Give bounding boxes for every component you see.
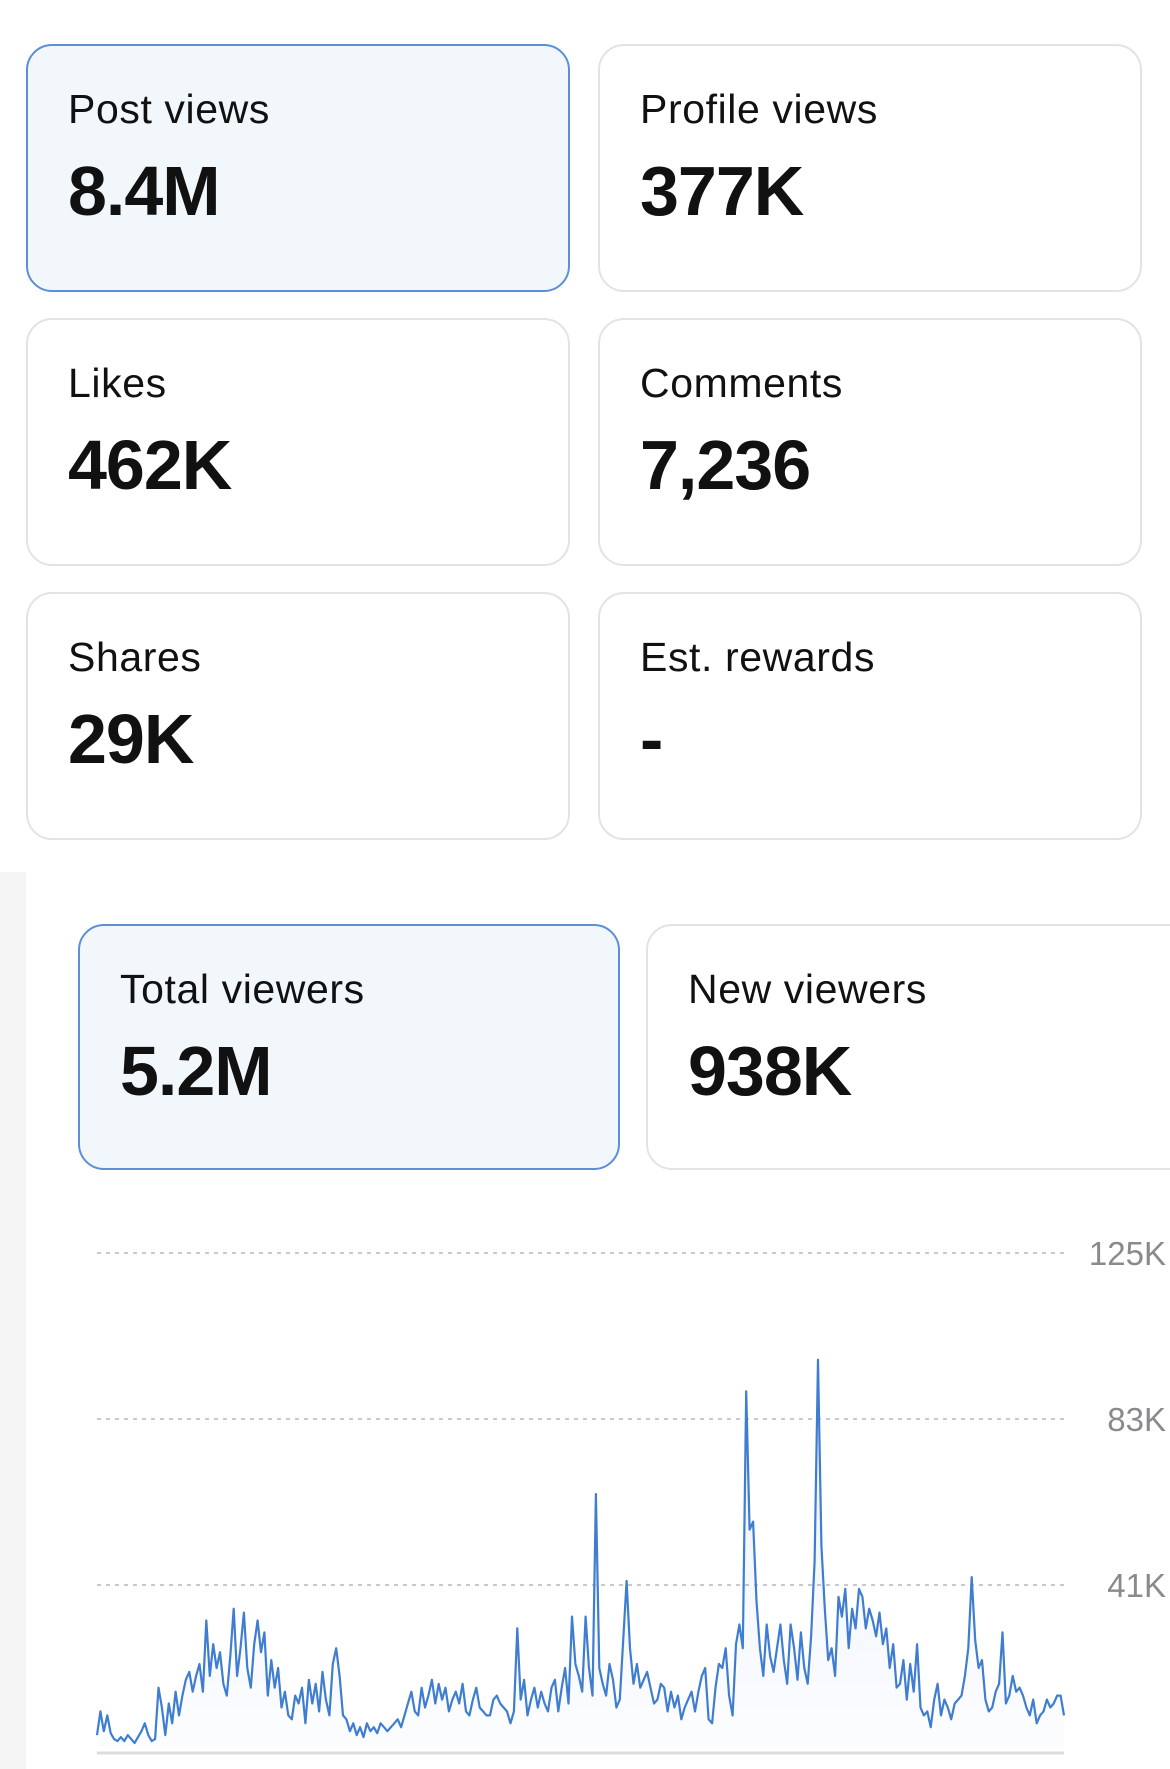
- series-line: [95, 1358, 1066, 1745]
- tab-total-viewers[interactable]: Total viewers 5.2M: [78, 924, 620, 1170]
- metric-card-profile-views[interactable]: Profile views 377K: [598, 44, 1142, 292]
- metric-label: Likes: [68, 360, 167, 406]
- metric-card-shares[interactable]: Shares 29K: [26, 592, 570, 840]
- metric-label: Shares: [68, 634, 202, 680]
- metric-value: 7,236: [640, 426, 811, 504]
- y-tick-label: 83K: [1107, 1401, 1166, 1438]
- metric-value: 462K: [68, 426, 232, 504]
- tab-value: 938K: [688, 1032, 852, 1110]
- metric-label: Comments: [640, 360, 844, 406]
- tab-label: Total viewers: [120, 966, 365, 1012]
- metric-label: Est. rewards: [640, 634, 876, 680]
- metric-label: Profile views: [640, 86, 878, 132]
- tab-new-viewers[interactable]: New viewers 938K: [646, 924, 1170, 1170]
- chart-plot: [95, 1358, 1066, 1747]
- series-area: [97, 1359, 1064, 1747]
- tab-label: New viewers: [688, 966, 927, 1012]
- metric-label: Post views: [68, 86, 270, 132]
- metric-card-est-rewards[interactable]: Est. rewards -: [598, 592, 1142, 840]
- panel-edge: [0, 872, 26, 1769]
- metric-card-likes[interactable]: Likes 462K: [26, 318, 570, 566]
- metric-card-post-views[interactable]: Post views 8.4M: [26, 44, 570, 292]
- metric-value: 377K: [640, 152, 804, 230]
- y-tick-label: 125K: [1089, 1235, 1166, 1272]
- metric-value: 8.4M: [68, 152, 221, 230]
- y-tick-label: 41K: [1107, 1567, 1166, 1604]
- metric-value: -: [640, 700, 663, 778]
- tab-value: 5.2M: [120, 1032, 273, 1110]
- chart-grid: 41K 83K 125K: [97, 1235, 1166, 1604]
- metric-card-comments[interactable]: Comments 7,236: [598, 318, 1142, 566]
- metric-value: 29K: [68, 700, 194, 778]
